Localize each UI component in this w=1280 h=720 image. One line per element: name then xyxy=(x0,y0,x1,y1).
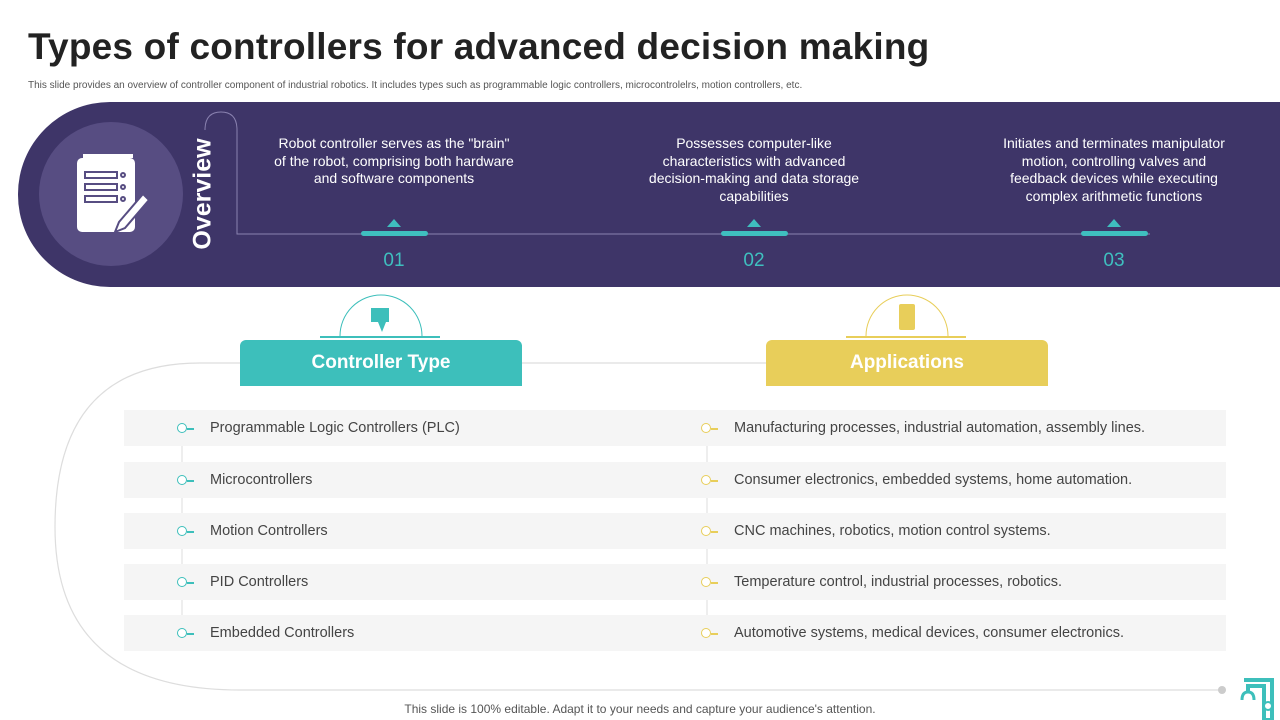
application: CNC machines, robotics, motion control s… xyxy=(734,523,1051,539)
bullet-dash xyxy=(711,480,718,482)
marker-bar xyxy=(1081,231,1148,236)
controller-type: PID Controllers xyxy=(210,574,309,590)
bullet-icon xyxy=(701,526,711,536)
bullet-icon xyxy=(701,628,711,638)
marker-icon xyxy=(747,219,761,227)
application: Automotive systems, medical devices, con… xyxy=(734,625,1125,641)
overview-point-2: Possesses computer-like characteristics … xyxy=(648,135,860,204)
controller-type: Embedded Controllers xyxy=(210,625,355,641)
bullet-icon xyxy=(177,423,187,433)
bullet-dash xyxy=(187,480,194,482)
robot-arm-icon xyxy=(1240,678,1274,720)
controller-type: Motion Controllers xyxy=(210,523,328,539)
bullet-icon xyxy=(701,475,711,485)
overview-timeline-line xyxy=(204,111,1150,235)
table-row: Programmable Logic Controllers (PLC) Man… xyxy=(124,410,1226,446)
bullet-dash xyxy=(711,582,718,584)
table-row: PID Controllers Temperature control, ind… xyxy=(124,564,1226,600)
bullet-icon xyxy=(177,628,187,638)
overview-point-3: Initiates and terminates manipulator mot… xyxy=(1003,135,1225,204)
table-row: Motion Controllers CNC machines, robotic… xyxy=(124,513,1226,549)
marker-icon xyxy=(387,219,401,227)
marker-icon xyxy=(1107,219,1121,227)
applications-header: Applications xyxy=(766,340,1048,386)
bullet-dash xyxy=(187,633,194,635)
page-subtitle: This slide provides an overview of contr… xyxy=(28,80,803,91)
overview-icon-circle xyxy=(39,122,183,266)
application: Temperature control, industrial processe… xyxy=(734,574,1063,590)
bullet-dash xyxy=(187,531,194,533)
controller-type: Programmable Logic Controllers (PLC) xyxy=(210,420,460,436)
application: Consumer electronics, embedded systems, … xyxy=(734,472,1133,488)
bullet-icon xyxy=(177,475,187,485)
bullet-dash xyxy=(711,633,718,635)
controller-type: Microcontrollers xyxy=(210,472,313,488)
overview-number-3: 03 xyxy=(1103,250,1125,271)
footer-note: This slide is 100% editable. Adapt it to… xyxy=(404,702,876,716)
table-row: Embedded Controllers Automotive systems,… xyxy=(124,615,1226,651)
document-edit-icon xyxy=(77,154,151,234)
application: Manufacturing processes, industrial auto… xyxy=(734,420,1146,436)
bullet-icon xyxy=(701,423,711,433)
bullet-icon xyxy=(701,577,711,587)
marker-bar xyxy=(721,231,788,236)
overview-number-1: 01 xyxy=(383,250,405,271)
bullet-icon xyxy=(177,526,187,536)
bullet-dash xyxy=(711,531,718,533)
overview-point-1: Robot controller serves as the "brain" o… xyxy=(274,135,514,186)
overview-band xyxy=(18,102,1280,287)
page-title: Types of controllers for advanced decisi… xyxy=(28,26,930,67)
bullet-icon xyxy=(177,577,187,587)
overview-number-2: 02 xyxy=(743,250,765,271)
table-row: Microcontrollers Consumer electronics, e… xyxy=(124,462,1226,498)
connector-lines xyxy=(54,294,1226,694)
bullet-dash xyxy=(187,582,194,584)
bullet-dash xyxy=(187,428,194,430)
bullet-dash xyxy=(711,428,718,430)
marker-bar xyxy=(361,231,428,236)
controller-type-header: Controller Type xyxy=(240,340,522,386)
